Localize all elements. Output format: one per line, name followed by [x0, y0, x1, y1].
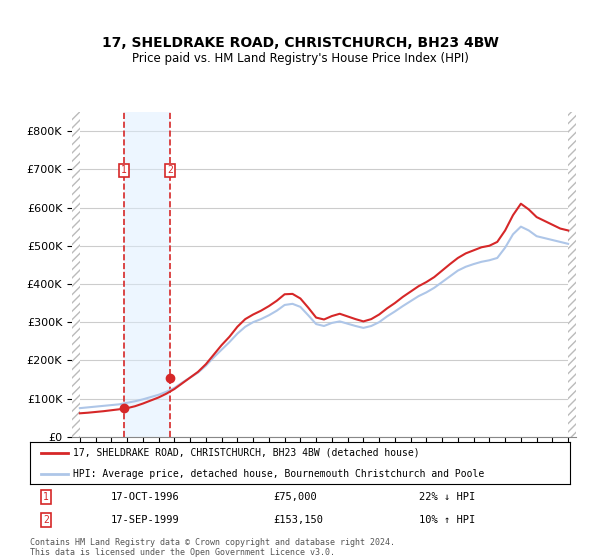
- Text: 10% ↑ HPI: 10% ↑ HPI: [419, 515, 475, 525]
- Text: HPI: Average price, detached house, Bournemouth Christchurch and Poole: HPI: Average price, detached house, Bour…: [73, 469, 484, 479]
- Text: 2: 2: [43, 515, 49, 525]
- Bar: [568, 112, 576, 437]
- Bar: [124, 112, 170, 437]
- Text: 17-SEP-1999: 17-SEP-1999: [111, 515, 180, 525]
- Bar: [72, 112, 80, 437]
- Text: 17, SHELDRAKE ROAD, CHRISTCHURCH, BH23 4BW (detached house): 17, SHELDRAKE ROAD, CHRISTCHURCH, BH23 4…: [73, 448, 420, 458]
- Text: Contains HM Land Registry data © Crown copyright and database right 2024.
This d: Contains HM Land Registry data © Crown c…: [30, 538, 395, 557]
- Text: 2: 2: [167, 165, 173, 175]
- Text: Price paid vs. HM Land Registry's House Price Index (HPI): Price paid vs. HM Land Registry's House …: [131, 52, 469, 64]
- Text: £153,150: £153,150: [273, 515, 323, 525]
- Text: 17-OCT-1996: 17-OCT-1996: [111, 492, 180, 502]
- Text: £75,000: £75,000: [273, 492, 317, 502]
- Text: 1: 1: [43, 492, 49, 502]
- Text: 22% ↓ HPI: 22% ↓ HPI: [419, 492, 475, 502]
- Text: 17, SHELDRAKE ROAD, CHRISTCHURCH, BH23 4BW: 17, SHELDRAKE ROAD, CHRISTCHURCH, BH23 4…: [101, 36, 499, 50]
- Text: 1: 1: [121, 165, 127, 175]
